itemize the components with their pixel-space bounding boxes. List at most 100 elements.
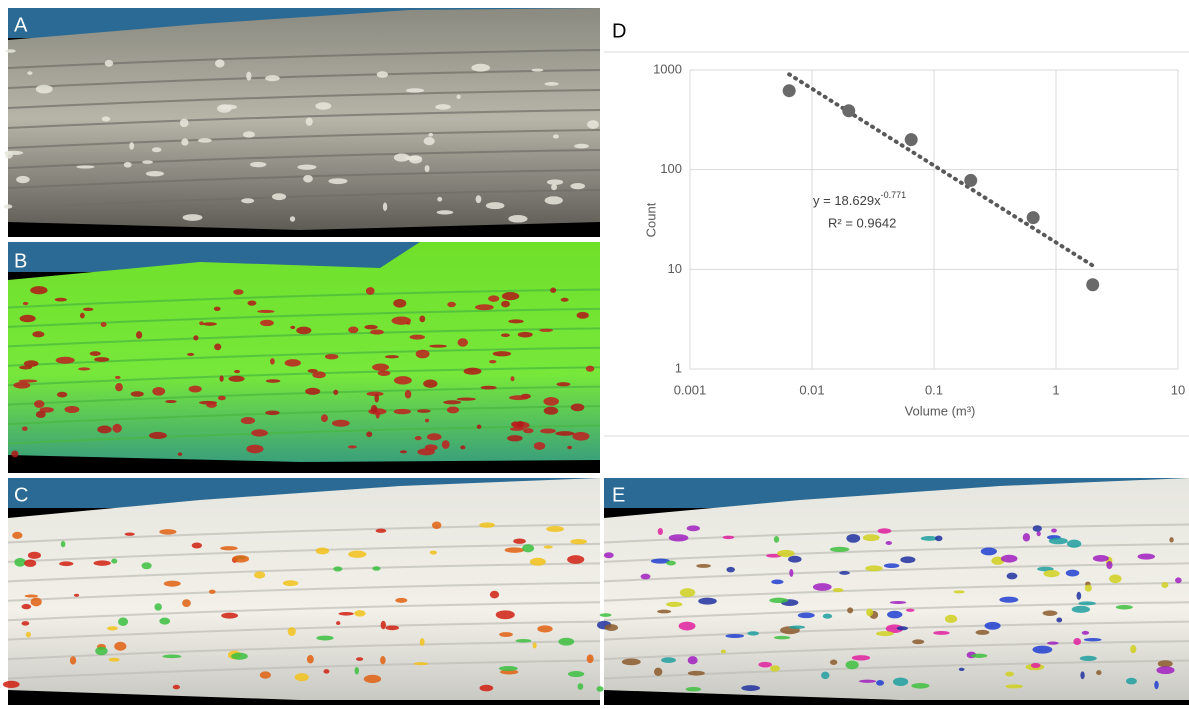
spot bbox=[26, 632, 31, 638]
point bbox=[842, 104, 855, 117]
spot bbox=[679, 622, 696, 631]
spot bbox=[234, 370, 240, 373]
spot bbox=[1154, 681, 1158, 689]
spot bbox=[427, 433, 442, 440]
spot bbox=[721, 650, 726, 654]
spot bbox=[424, 137, 435, 145]
spot bbox=[847, 607, 853, 613]
spot bbox=[890, 601, 906, 604]
spot bbox=[1001, 555, 1018, 563]
spot bbox=[164, 581, 181, 587]
spot bbox=[906, 609, 915, 612]
x-tick-label: 10 bbox=[1171, 382, 1185, 397]
spot bbox=[523, 428, 534, 433]
spot bbox=[437, 210, 454, 214]
spot bbox=[758, 662, 771, 668]
point bbox=[1027, 211, 1040, 224]
spot bbox=[893, 677, 908, 686]
spot bbox=[378, 370, 391, 376]
spot bbox=[394, 409, 411, 414]
spot bbox=[477, 425, 482, 429]
spot bbox=[417, 448, 435, 455]
spot bbox=[471, 64, 490, 72]
spot bbox=[1085, 584, 1092, 591]
spot bbox=[260, 671, 271, 678]
spot bbox=[182, 599, 191, 607]
spot bbox=[154, 603, 161, 610]
spot bbox=[488, 295, 499, 301]
spot bbox=[509, 395, 529, 400]
spot bbox=[878, 528, 892, 533]
spot bbox=[544, 82, 558, 86]
spot bbox=[1130, 645, 1136, 653]
spot bbox=[622, 658, 641, 665]
spot bbox=[513, 538, 526, 543]
spot bbox=[265, 75, 280, 81]
spot bbox=[142, 562, 152, 569]
spot bbox=[21, 604, 31, 609]
spot bbox=[428, 133, 433, 137]
spot bbox=[394, 153, 410, 161]
spot bbox=[574, 144, 589, 149]
spot bbox=[669, 534, 689, 541]
spot bbox=[24, 360, 39, 367]
spot bbox=[11, 450, 18, 457]
spot bbox=[499, 666, 518, 671]
spot bbox=[333, 566, 342, 571]
spot bbox=[12, 532, 22, 539]
spot bbox=[417, 409, 431, 413]
spot bbox=[183, 214, 203, 221]
spot bbox=[74, 594, 79, 597]
spot bbox=[437, 197, 442, 202]
spot bbox=[25, 595, 38, 598]
spot bbox=[386, 625, 400, 630]
spot bbox=[288, 627, 296, 636]
spot bbox=[1049, 538, 1068, 545]
spot bbox=[1078, 601, 1096, 605]
spot bbox=[774, 636, 790, 639]
spot bbox=[859, 680, 876, 683]
panel-label: A bbox=[14, 14, 28, 36]
y-tick-label: 10 bbox=[668, 261, 682, 276]
spot bbox=[165, 400, 176, 403]
spot bbox=[24, 559, 36, 566]
spot bbox=[435, 104, 451, 110]
spot bbox=[912, 639, 924, 644]
spot bbox=[325, 354, 338, 359]
spot bbox=[414, 662, 429, 665]
spot bbox=[789, 625, 805, 628]
spot bbox=[821, 672, 829, 679]
spot bbox=[27, 71, 32, 75]
spot bbox=[80, 313, 85, 319]
spot bbox=[981, 548, 997, 556]
spot bbox=[214, 343, 221, 350]
spot bbox=[508, 215, 527, 223]
spot bbox=[215, 59, 224, 67]
image-panels bbox=[3, 8, 1189, 705]
point bbox=[1086, 278, 1099, 291]
spot bbox=[178, 452, 183, 456]
y-tick-label: 100 bbox=[660, 161, 682, 176]
spot bbox=[460, 445, 465, 449]
spot bbox=[747, 631, 759, 635]
spot bbox=[219, 375, 223, 381]
spot bbox=[111, 559, 117, 564]
spot bbox=[897, 626, 908, 630]
spot bbox=[1033, 525, 1042, 532]
spot bbox=[146, 171, 164, 176]
spot bbox=[425, 419, 429, 423]
spot bbox=[395, 598, 407, 603]
spot bbox=[457, 95, 461, 99]
panel-label: D bbox=[612, 20, 626, 42]
spot bbox=[250, 162, 266, 167]
spot bbox=[415, 436, 422, 440]
spot bbox=[502, 292, 519, 300]
spot bbox=[534, 442, 545, 450]
x-axis-label: Volume (m³) bbox=[905, 403, 976, 418]
spot bbox=[490, 591, 499, 599]
spot bbox=[447, 406, 459, 413]
spot bbox=[355, 667, 359, 674]
spot bbox=[1043, 570, 1059, 577]
spot bbox=[661, 657, 676, 663]
spot bbox=[4, 151, 23, 155]
